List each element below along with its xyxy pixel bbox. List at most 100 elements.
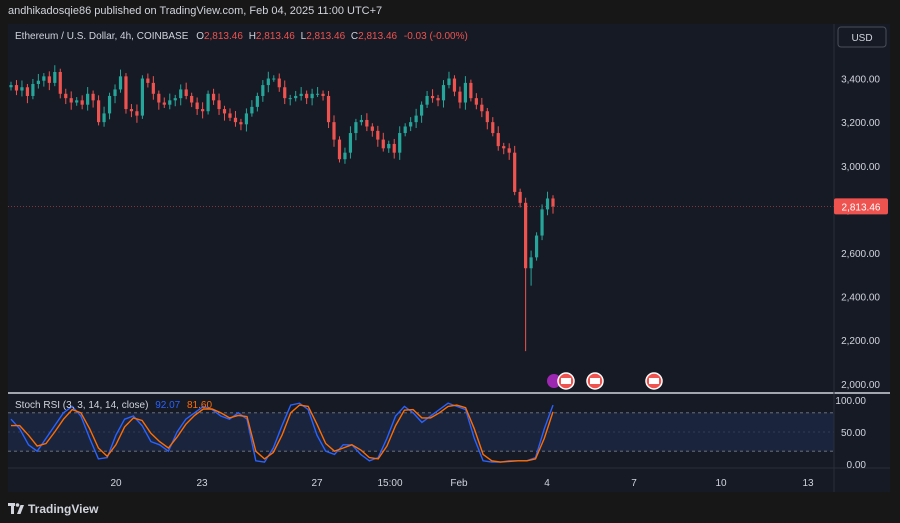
candle-body <box>480 104 484 112</box>
candle-body <box>53 71 57 83</box>
candle-body <box>420 104 424 116</box>
candle-body <box>80 100 84 105</box>
candle-body <box>299 93 303 96</box>
x-tick-label: 10 <box>715 478 727 489</box>
candle-body <box>534 235 539 258</box>
candle-body <box>436 98 440 101</box>
candle-body <box>354 122 358 134</box>
candle-body <box>502 146 506 149</box>
candle-body <box>491 122 495 134</box>
us-flag-icon[interactable] <box>645 372 663 390</box>
candle-body <box>244 113 249 125</box>
x-tick-label: 13 <box>802 478 814 489</box>
event-markers[interactable] <box>547 372 663 390</box>
candle-body <box>452 78 457 92</box>
x-tick-label: 4 <box>544 478 550 489</box>
candle-body <box>151 82 155 94</box>
y-tick-label: 2,400.00 <box>841 293 880 304</box>
candle-body <box>474 98 478 105</box>
candle-body <box>124 76 128 110</box>
chart-canvas[interactable]: 3,400.003,200.003,000.002,800.002,600.00… <box>8 24 890 492</box>
indicator-tick-label: 100.00 <box>835 396 866 407</box>
candle-body <box>107 95 112 114</box>
candle-body <box>173 98 177 101</box>
y-tick-label: 2,000.00 <box>841 380 880 391</box>
candle-body <box>9 85 13 88</box>
candle-body <box>540 209 544 236</box>
candle-body <box>376 130 380 140</box>
candle-body <box>201 109 205 112</box>
stoch-d-line <box>11 404 554 463</box>
x-tick-label: 23 <box>196 478 208 489</box>
candle-body <box>47 76 51 83</box>
candle-body <box>31 83 35 96</box>
candle-body <box>469 82 473 99</box>
candle-body <box>217 100 221 110</box>
tradingview-icon <box>8 503 24 514</box>
candle-body <box>42 76 46 81</box>
candle-body <box>288 98 292 100</box>
candle-body <box>365 119 369 127</box>
candle-body <box>458 91 462 103</box>
indicator-title: Stoch RSI (3, 3, 14, 14, close) 92.07 81… <box>15 400 212 411</box>
y-tick-label: 3,200.00 <box>841 118 880 129</box>
x-tick-label: 7 <box>631 478 637 489</box>
candle-body <box>305 93 309 99</box>
candle-body <box>272 78 276 80</box>
stoch-rsi-pane[interactable] <box>8 402 834 463</box>
candle-body <box>14 85 19 91</box>
indicator-tick-label: 0.00 <box>847 460 867 471</box>
tradingview-brand: TradingView <box>28 502 99 516</box>
candle-body <box>266 78 270 86</box>
candle-body <box>326 95 331 123</box>
currency-label: USD <box>851 33 872 44</box>
x-tick-label: Feb <box>450 478 468 489</box>
chart-frame[interactable]: 3,400.003,200.003,000.002,800.002,600.00… <box>8 24 890 492</box>
candle-body <box>91 93 95 101</box>
last-price-tag: 2,813.46 <box>834 198 888 215</box>
candle-body <box>348 133 353 153</box>
candle-body <box>25 87 30 96</box>
x-tick-label: 20 <box>110 478 122 489</box>
candle-body <box>496 133 500 147</box>
candle-body <box>102 113 106 123</box>
candle-body <box>321 93 325 96</box>
y-tick-label: 3,400.00 <box>841 75 880 86</box>
candle-body <box>184 89 188 96</box>
candle-body <box>370 126 374 131</box>
candle-body <box>118 76 123 90</box>
event-marker-icon[interactable] <box>547 372 575 390</box>
candle-body <box>524 202 528 269</box>
price-pane[interactable] <box>8 65 834 352</box>
last-price-value: 2,813.46 <box>842 202 881 213</box>
candle-body <box>441 85 446 101</box>
candle-body <box>58 71 62 94</box>
candle-body <box>195 102 199 110</box>
tradingview-logo[interactable]: TradingView <box>8 502 98 516</box>
top-bar: andhikadosqie86 published on TradingView… <box>0 0 900 24</box>
y-tick-label: 2,200.00 <box>841 336 880 347</box>
candle-body <box>162 102 166 105</box>
candle-body <box>233 117 238 123</box>
candle-body <box>545 198 550 210</box>
x-tick-label: 15:00 <box>377 478 402 489</box>
candle-body <box>211 93 216 101</box>
candle-body <box>518 191 522 203</box>
publisher-attribution: andhikadosqie86 published on TradingView… <box>8 5 383 17</box>
candle-body <box>294 95 298 99</box>
candle-body <box>239 122 243 125</box>
candle-body <box>403 126 407 134</box>
candle-body <box>409 122 413 127</box>
candle-body <box>113 89 117 96</box>
candle-body <box>343 152 347 160</box>
candle-body <box>96 100 101 123</box>
currency-button[interactable]: USD <box>837 26 887 48</box>
candle-body <box>64 93 68 99</box>
candle-body <box>513 152 517 192</box>
candle-body <box>463 82 468 103</box>
candle-body <box>222 109 227 114</box>
candle-body <box>337 139 342 160</box>
symbol-title: Ethereum / U.S. Dollar, 4h, COINBASE O2,… <box>15 31 468 42</box>
us-flag-icon[interactable] <box>586 372 604 390</box>
candle-body <box>425 95 429 105</box>
